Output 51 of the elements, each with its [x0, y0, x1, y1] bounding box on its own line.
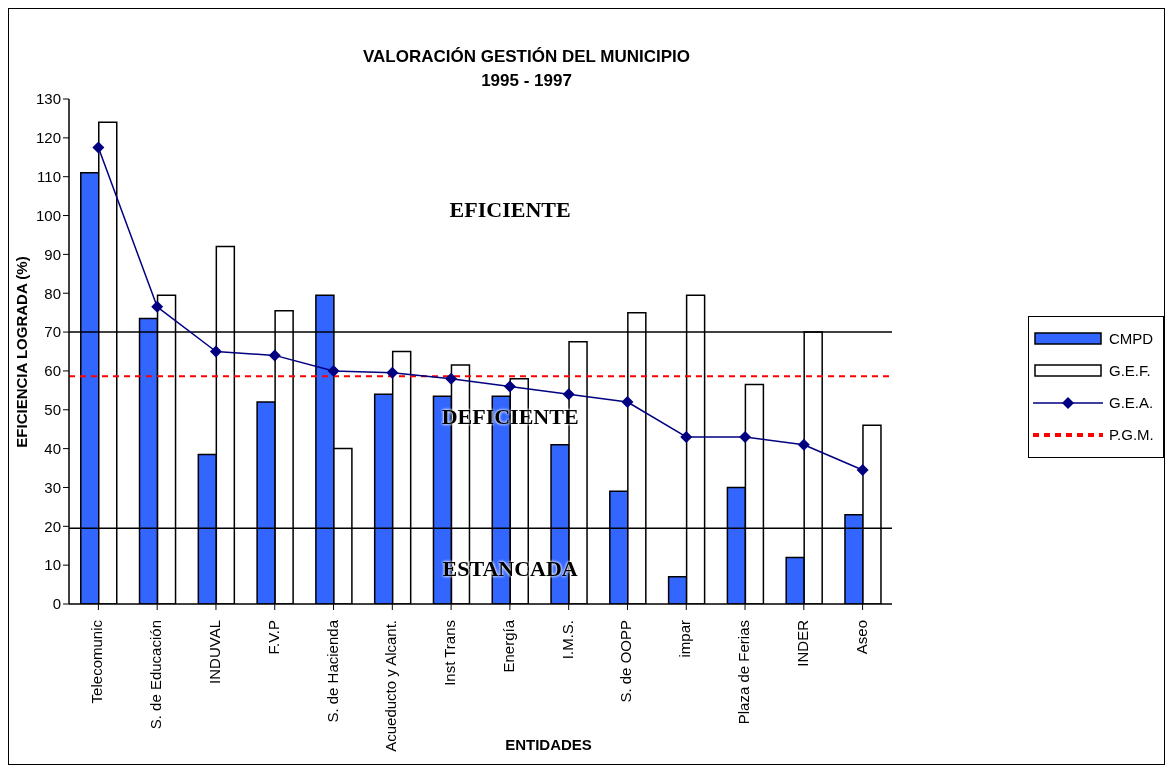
y-tick-label: 30: [44, 478, 61, 496]
y-tick-label: 10: [44, 556, 61, 574]
x-tick-label: Aseo: [852, 620, 870, 655]
legend-label: G.E.A.: [1109, 394, 1154, 411]
x-tick-label: S. de Educación: [147, 620, 165, 730]
point: [92, 141, 105, 154]
x-tick-label: Inst Trans: [441, 620, 459, 686]
x-tick-label: INDUVAL: [205, 620, 223, 684]
y-tick-label: 0: [52, 595, 61, 613]
x-tick-label: Plaza de Ferias: [735, 620, 752, 725]
x-tick-label: Acueducto y Alcant.: [382, 620, 400, 752]
y-tick-label: 70: [44, 323, 61, 341]
x-tick-label: I.M.S.: [558, 620, 576, 660]
y-tick-label: 100: [35, 206, 61, 224]
y-axis-title: EFICIENCIA LOGRADA (%): [12, 255, 30, 448]
y-tick-label: 110: [37, 168, 61, 186]
point: [562, 388, 575, 401]
y-tick-label: 50: [44, 401, 61, 419]
point: [327, 364, 340, 377]
x-tick-label: S. de Hacienda: [323, 619, 341, 723]
y-tick-label: 20: [44, 517, 61, 535]
legend-label: CMPD: [1109, 330, 1154, 347]
y-tick-label: 80: [44, 284, 61, 302]
point: [797, 438, 810, 451]
point: [503, 380, 516, 393]
annotation: EFICIENTE: [449, 197, 571, 224]
point: [621, 396, 634, 408]
point: [680, 430, 693, 443]
point: [739, 430, 752, 443]
point: [268, 349, 281, 362]
chart-subtitle: 1995 - 1997: [481, 71, 572, 90]
point: [151, 300, 164, 313]
x-tick-label: F.V.P: [264, 620, 282, 655]
x-tick-label: Energía: [499, 619, 517, 673]
point: [386, 366, 399, 379]
legend-label: P.G.M.: [1109, 426, 1154, 443]
x-tick-label: Telecomunic: [88, 619, 106, 704]
y-tick-label: 90: [44, 245, 61, 263]
y-tick-label: 60: [44, 362, 61, 380]
x-tick-label: S. de OOPP: [617, 620, 635, 703]
legend-label: G.E.F.: [1109, 362, 1151, 379]
point: [445, 372, 458, 385]
x-tick-label: INDER: [793, 619, 811, 667]
y-tick-label: 130: [35, 90, 61, 108]
chart-title: VALORACIÓN GESTIÓN DEL MUNICIPIO: [361, 46, 692, 68]
x-axis-title: ENTIDADES: [505, 736, 592, 753]
y-tick-label: 120: [35, 129, 61, 147]
x-tick-label: impar: [676, 620, 694, 658]
point: [856, 463, 869, 476]
y-tick-label: 40: [44, 439, 61, 457]
point: [209, 345, 222, 358]
